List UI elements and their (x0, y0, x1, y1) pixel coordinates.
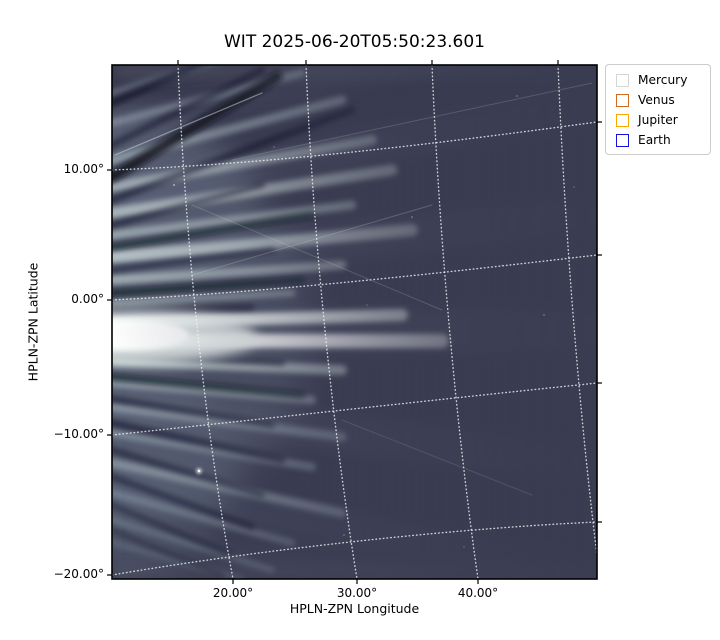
y-axis-label: HPLN-ZPN Latitude (25, 262, 41, 382)
legend-swatch-icon (616, 73, 629, 87)
legend: Mercury Venus Jupiter Earth (605, 64, 711, 155)
y-tick-label: −10.00° (53, 427, 104, 441)
legend-swatch-icon (616, 113, 629, 127)
legend-item: Mercury (614, 70, 702, 90)
y-tick-label: 10.00° (63, 162, 104, 176)
figure-title: WIT 2025-06-20T05:50:23.601 (224, 32, 485, 52)
coronagraph-image (107, 60, 602, 584)
legend-item-label: Jupiter (638, 113, 678, 127)
legend-swatch-icon (616, 133, 629, 147)
y-tick-label: 0.00° (71, 292, 104, 306)
legend-swatch-icon (616, 93, 629, 107)
legend-item-label: Earth (638, 133, 671, 147)
x-axis-label: HPLN-ZPN Longitude (289, 601, 420, 616)
legend-item-label: Venus (638, 93, 675, 107)
y-tick-label: −20.00° (53, 567, 104, 581)
x-tick-label: 20.00° (212, 586, 254, 600)
legend-item: Venus (614, 90, 702, 110)
x-tick-label: 30.00° (336, 586, 378, 600)
legend-item: Earth (614, 130, 702, 150)
legend-item: Jupiter (614, 110, 702, 130)
legend-item-label: Mercury (638, 73, 688, 87)
x-tick-label: 40.00° (457, 586, 499, 600)
